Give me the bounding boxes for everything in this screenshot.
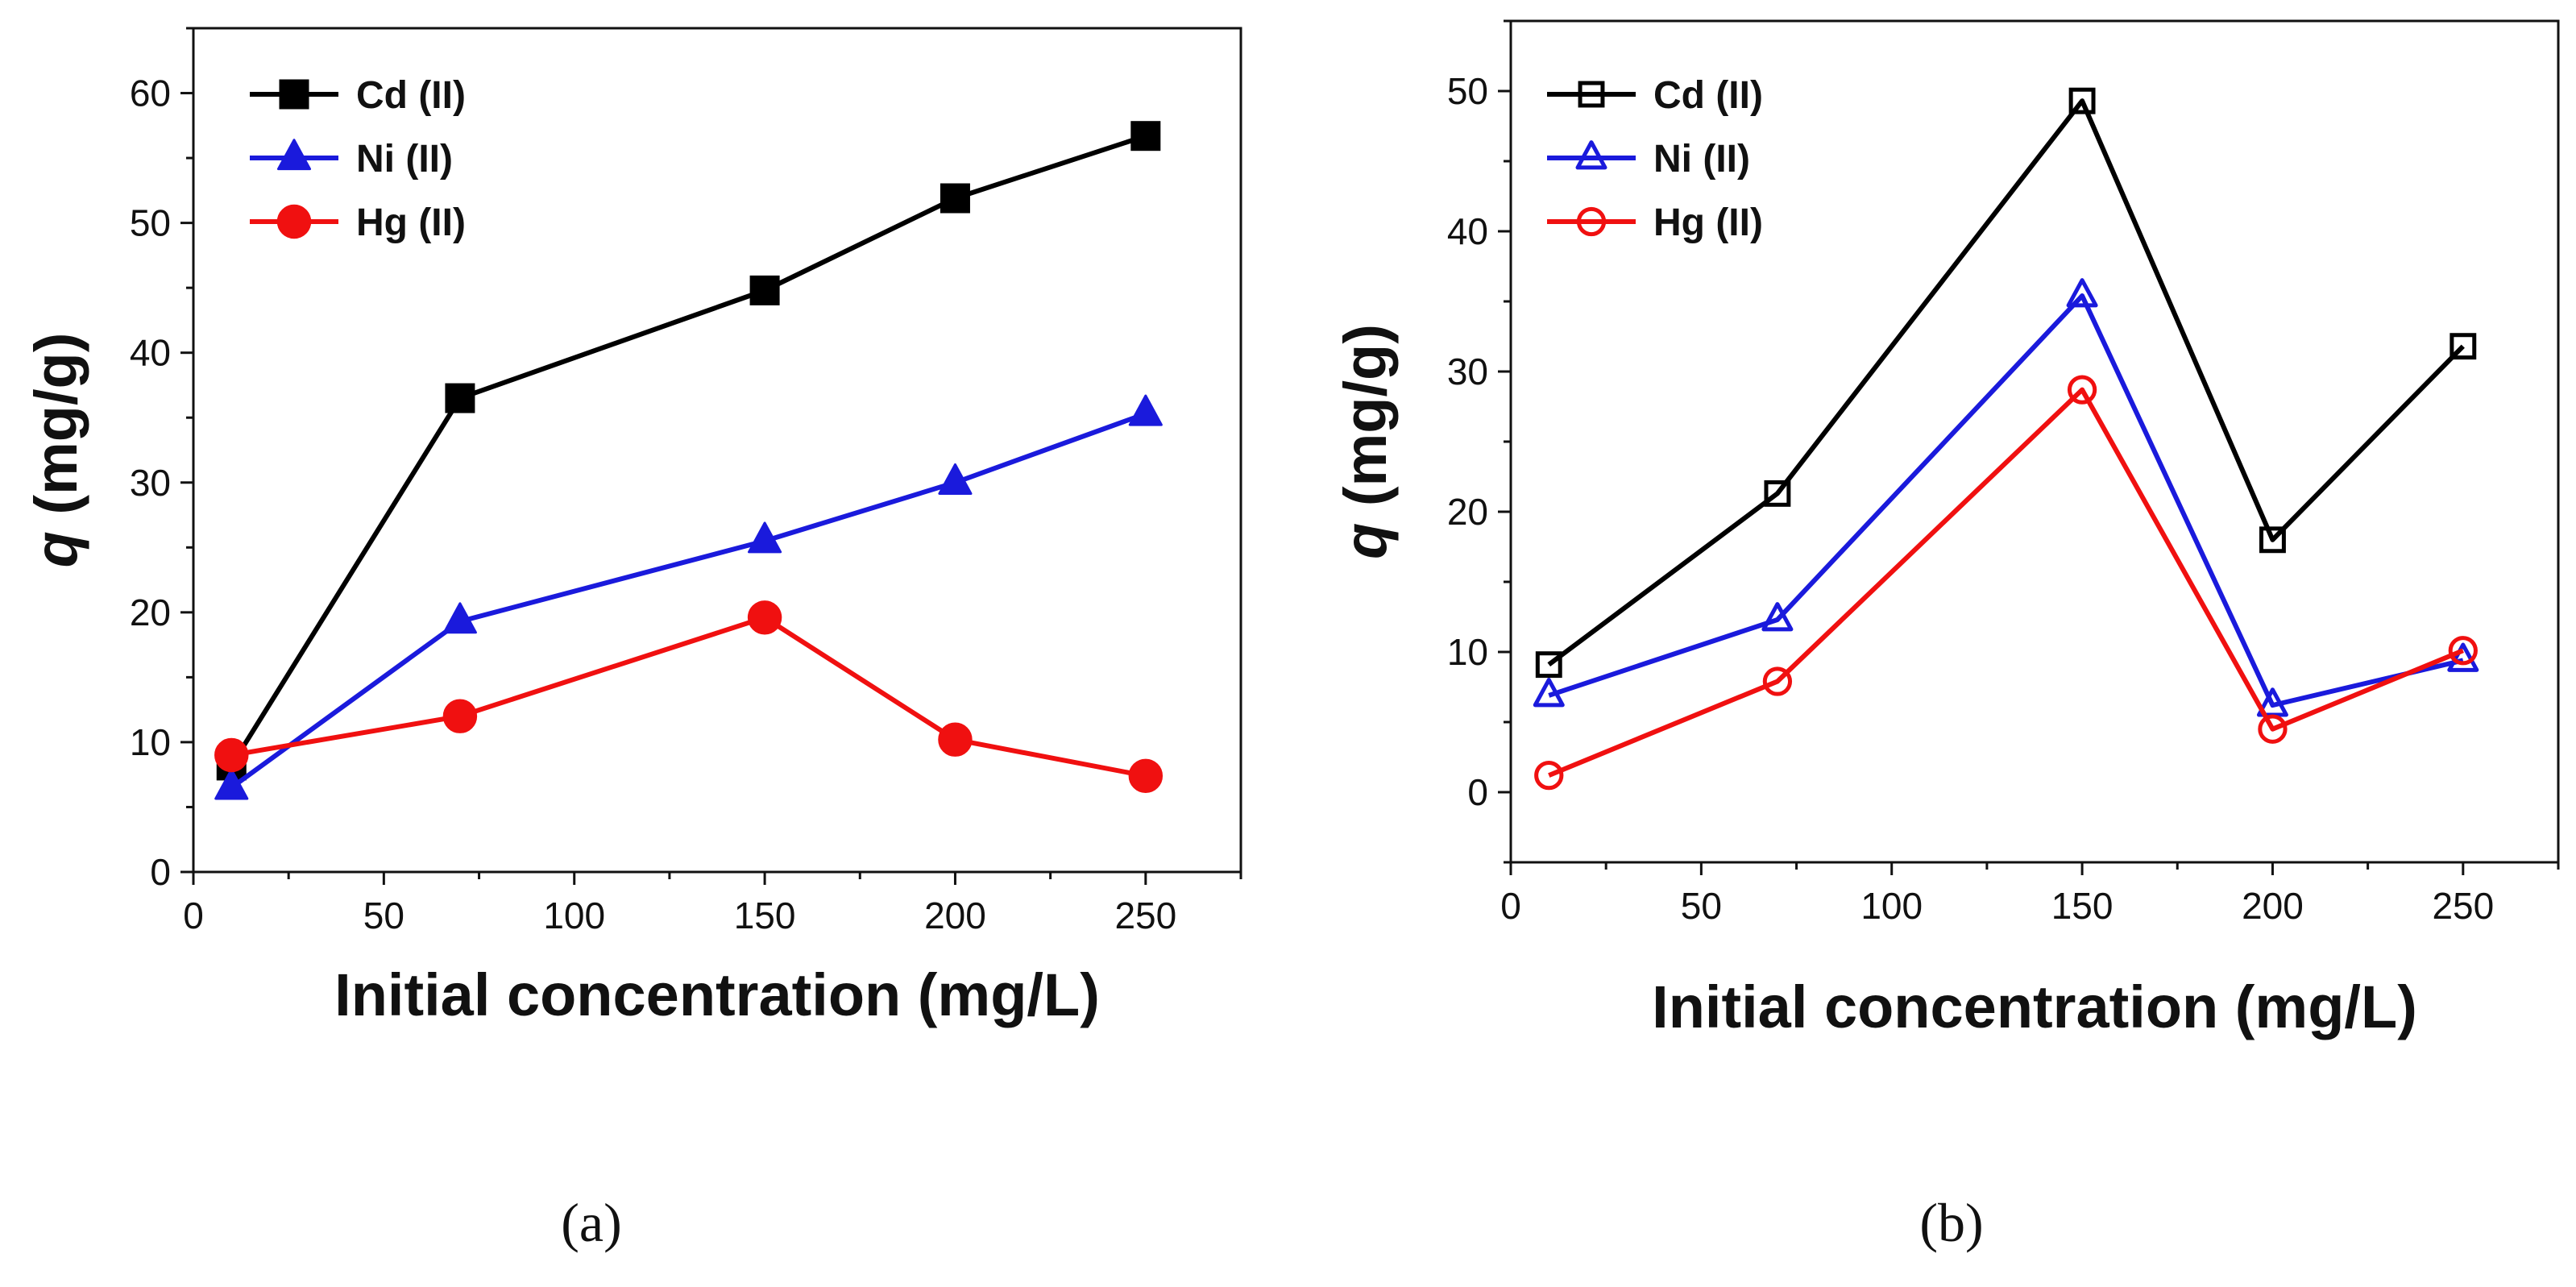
data-point — [1762, 666, 1793, 696]
data-point — [2449, 333, 2477, 360]
x-tick-label: 50 — [363, 895, 404, 936]
y-tick-label: 40 — [1447, 210, 1488, 252]
y-tick-label: 50 — [1447, 70, 1488, 112]
data-point — [2447, 642, 2479, 672]
data-point — [747, 600, 782, 635]
x-tick-label: 200 — [924, 895, 986, 936]
chart-panel-b: 0 50 100 150 200 250 0 10 20 30 40 50 Initial concen… — [1332, 19, 2560, 1253]
data-point — [1128, 394, 1163, 426]
data-point — [2448, 636, 2478, 666]
data-point — [749, 275, 780, 305]
data-point — [1128, 758, 1164, 794]
series-hg-ii — [214, 600, 1164, 794]
y-tick-label: 50 — [130, 202, 171, 244]
y-tick-label: 30 — [1447, 351, 1488, 392]
legend-label: Hg (II) — [356, 201, 466, 244]
series-line — [1548, 293, 2464, 708]
y-tick-label: 20 — [130, 592, 171, 633]
y-axis-label-unit: (mg/g) — [1332, 324, 1399, 523]
x-tick-label: 100 — [1860, 885, 1923, 927]
y-tick-label: 10 — [1447, 631, 1488, 673]
data-point — [938, 722, 973, 757]
x-axis-label: Initial concentration (mg/L) — [1652, 974, 2417, 1040]
x-tick-label: 0 — [1500, 885, 1521, 927]
y-axis-label: q (mg/g) — [1332, 324, 1399, 559]
y-axis-label-unit: (mg/g) — [23, 333, 89, 532]
data-point — [442, 602, 477, 634]
y-axis-label: q (mg/g) — [23, 333, 89, 568]
legend: Cd (II) Ni (II) Hg (II) — [1547, 74, 1763, 244]
x-tick-label: 100 — [543, 895, 605, 936]
panel-label: (a) — [561, 1192, 621, 1253]
y-tick-label: 30 — [130, 462, 171, 504]
x-tick-label: 150 — [734, 895, 796, 936]
y-tick-label: 0 — [1467, 771, 1488, 813]
x-tick-label: 50 — [1681, 885, 1722, 927]
legend-marker — [276, 204, 312, 239]
data-point — [1764, 480, 1791, 507]
series-hg-ii — [1534, 375, 2478, 791]
x-tick-label: 0 — [183, 895, 204, 936]
data-point — [2066, 278, 2098, 308]
data-point — [940, 183, 970, 214]
series-line — [1548, 387, 2464, 778]
y-axis-label-symbol: q — [23, 531, 89, 567]
legend-marker — [276, 139, 312, 171]
y-tick-label: 60 — [130, 73, 171, 114]
series-ni-ii — [214, 394, 1163, 800]
legend-label: Ni (II) — [356, 138, 453, 181]
y-tick-label: 0 — [150, 851, 171, 893]
legend-marker — [1576, 206, 1607, 237]
data-point — [2258, 714, 2288, 744]
legend-marker — [279, 79, 309, 110]
data-point — [748, 521, 782, 554]
data-point — [2068, 87, 2096, 114]
data-point — [2067, 375, 2097, 405]
series-line — [230, 615, 1147, 778]
panel-label: (b) — [1919, 1192, 1983, 1253]
data-point — [442, 699, 478, 733]
legend-marker — [1578, 81, 1605, 108]
x-tick-label: 250 — [2432, 885, 2494, 927]
legend-marker — [1575, 140, 1607, 170]
data-point — [1533, 678, 1565, 708]
data-point — [1535, 651, 1562, 679]
series-ni-ii — [1533, 278, 2479, 717]
data-point — [214, 768, 249, 800]
x-axis-label: Initial concentration (mg/L) — [334, 961, 1100, 1028]
chart-panel-a: 0 50 100 150 200 250 0 10 20 30 40 50 60 Initial conc… — [23, 27, 1242, 1253]
data-point — [1534, 760, 1564, 791]
data-point — [938, 463, 973, 495]
data-point — [214, 737, 249, 773]
x-tick-label: 150 — [2051, 885, 2113, 927]
y-tick-label: 40 — [130, 332, 171, 374]
legend: Cd (II) Ni (II) Hg (II) — [250, 74, 466, 244]
data-point — [2259, 526, 2286, 554]
legend-label: Ni (II) — [1653, 138, 1750, 181]
data-point — [1761, 602, 1794, 632]
x-tick-label: 250 — [1114, 895, 1176, 936]
legend-label: Cd (II) — [356, 74, 466, 117]
legend-label: Hg (II) — [1653, 201, 1763, 244]
plot-frame — [192, 27, 1242, 874]
data-point — [445, 383, 475, 413]
series-cd-ii — [1535, 87, 2477, 679]
data-point — [1130, 121, 1161, 152]
y-tick-label: 20 — [1447, 491, 1488, 533]
x-tick-label: 200 — [2242, 885, 2304, 927]
series-line — [1547, 98, 2465, 667]
legend-label: Cd (II) — [1653, 74, 1763, 117]
y-axis-label-symbol: q — [1332, 523, 1399, 559]
y-tick-label: 10 — [130, 721, 171, 763]
